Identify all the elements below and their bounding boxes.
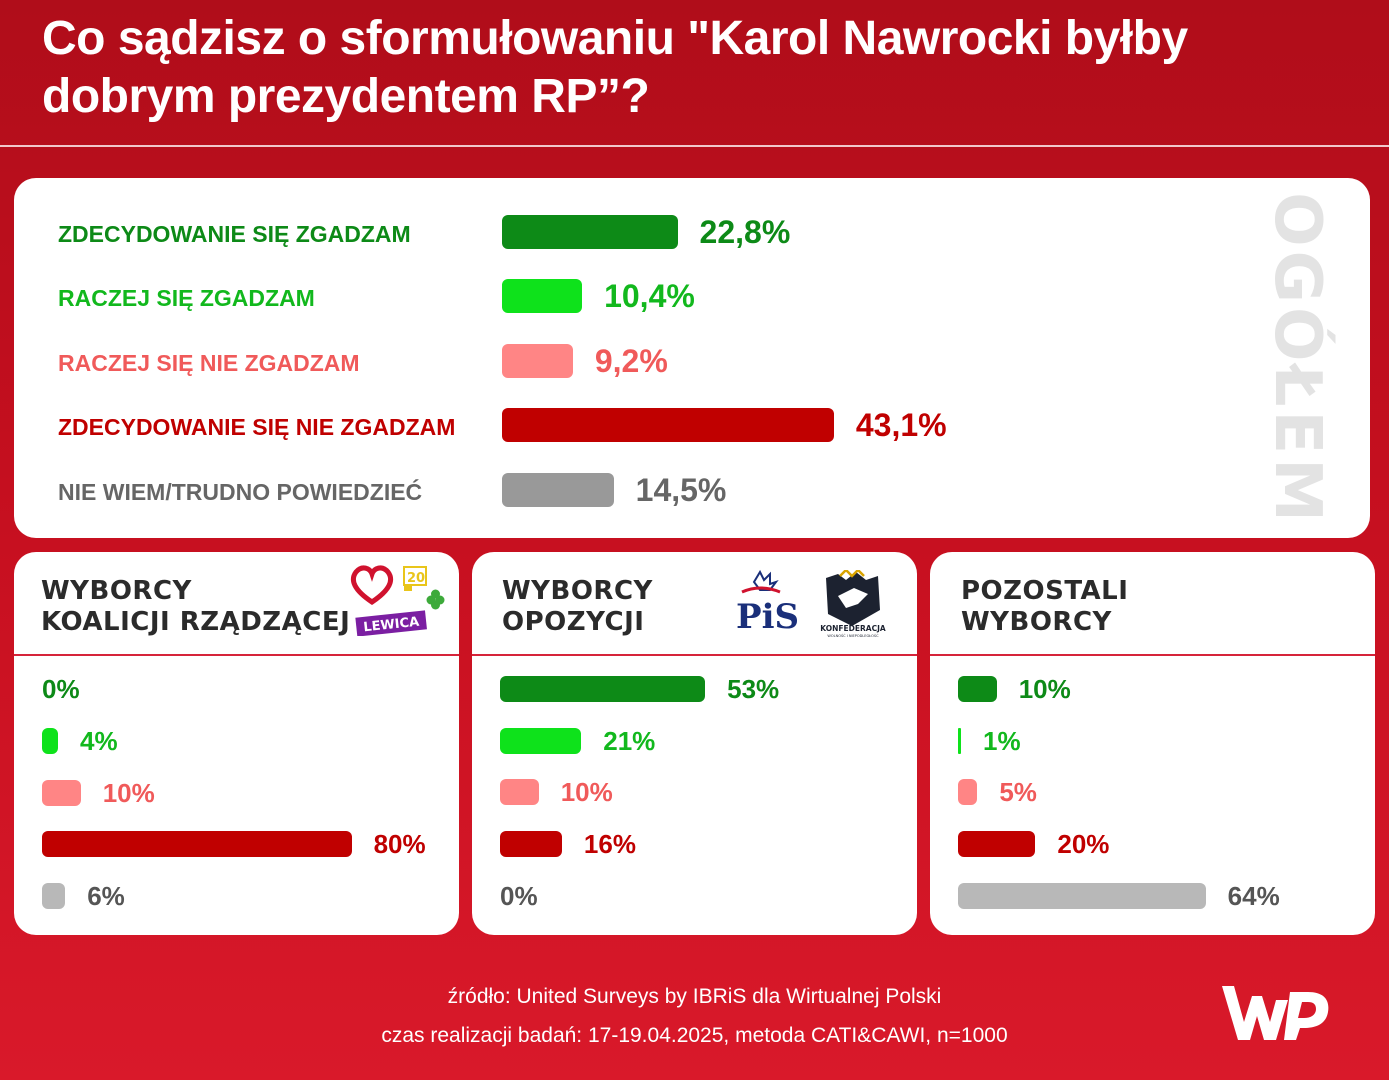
group-row: 16%: [472, 828, 917, 860]
badge-20-text: 20: [407, 571, 425, 586]
group-divider: [472, 654, 917, 656]
group-value-label: 53%: [727, 674, 780, 704]
overall-bar: [502, 344, 573, 378]
footer-method: czas realizacji badań: 17-19.04.2025, me…: [381, 1024, 1008, 1047]
group-title-line2: KOALICJI RZĄDZĄCEJ: [41, 607, 351, 637]
group-title-line1: WYBORCY: [502, 576, 653, 606]
group-row: 64%: [930, 880, 1375, 912]
overall-category-label: ZDECYDOWANIE SIĘ ZGADZAM: [58, 221, 411, 247]
group-value-label: 10%: [1018, 674, 1071, 704]
group-row: 53%: [472, 673, 917, 705]
group-bar: [42, 831, 352, 857]
overall-value-label: 9,2%: [594, 343, 668, 379]
group-bar: [42, 780, 81, 806]
group-card-koalicja: WYBORCY KOALICJI RZĄDZĄCEJ 20 LEWICA 0% …: [14, 552, 459, 935]
overall-bar: [502, 215, 678, 249]
group-bar: [958, 779, 978, 805]
overall-category-label: NIE WIEM/TRUDNO POWIEDZIEĆ: [58, 479, 423, 505]
group-bar: [500, 831, 562, 857]
group-row: 10%: [930, 673, 1375, 705]
lewica-logo-text: LEWICA: [363, 615, 420, 636]
group-row: 10%: [14, 777, 459, 809]
page-title: Co sądzisz o sformułowaniu "Karol Nawroc…: [42, 12, 1188, 123]
pis-logo-text: PiS: [736, 597, 798, 634]
group-row: 10%: [472, 776, 917, 808]
heart-logo-icon: 20 LEWICA: [350, 565, 445, 637]
group-title-line1: POZOSTALI: [961, 576, 1129, 606]
group-divider: [930, 654, 1375, 656]
group-row: 5%: [930, 776, 1375, 808]
group-card-pozostali: POZOSTALI WYBORCY 10% 1% 5% 20% 64%: [930, 552, 1375, 935]
group-title: POZOSTALI WYBORCY: [961, 576, 1128, 638]
group-bar: [958, 883, 1206, 909]
group-value-label: 0%: [42, 674, 80, 704]
group-bar: [42, 883, 66, 909]
group-divider: [14, 654, 459, 656]
overall-row-strongly-agree: ZDECYDOWANIE SIĘ ZGADZAM 22,8%: [14, 213, 1370, 253]
group-row: 21%: [472, 725, 917, 757]
konfederacja-logo: KONFEDERACJA WOLNOŚĆ I NIEPODLEGŁOŚĆ: [818, 568, 888, 638]
pis-logo: PiS: [730, 568, 799, 637]
group-card-opozycja: WYBORCY OPOZYCJI PiS KONFEDERACJA WOLNOŚ…: [472, 552, 917, 935]
pis-eagle-icon: PiS: [736, 569, 799, 637]
overall-bar: [502, 408, 834, 442]
group-row: 0%: [14, 673, 459, 705]
group-value-label: 10%: [560, 777, 613, 807]
group-value-label: 20%: [1057, 829, 1110, 859]
group-bar: [42, 728, 58, 754]
group-bar: [958, 676, 997, 702]
group-value-label: 0%: [500, 881, 538, 911]
group-title-line2: OPOZYCJI: [502, 607, 645, 637]
group-title: WYBORCY KOALICJI RZĄDZĄCEJ: [41, 576, 350, 638]
overall-side-label: OGÓŁEM: [1260, 192, 1334, 526]
group-row: 0%: [472, 880, 917, 912]
konfederacja-icon: KONFEDERACJA WOLNOŚĆ I NIEPODLEGŁOŚĆ: [820, 568, 886, 638]
footer-source: źródło: United Surveys by IBRiS dla Wirt…: [447, 985, 942, 1008]
group-value-label: 21%: [603, 726, 656, 756]
overall-category-label: RACZEJ SIĘ ZGADZAM: [58, 285, 315, 311]
group-row: 20%: [930, 828, 1375, 860]
group-value-label: 10%: [102, 778, 155, 808]
overall-chart-card: ZDECYDOWANIE SIĘ ZGADZAM 22,8% RACZEJ SI…: [14, 178, 1370, 538]
group-row: 4%: [14, 725, 459, 757]
overall-value-label: 22,8%: [699, 214, 791, 250]
group-value-label: 5%: [999, 777, 1037, 807]
overall-value-label: 14,5%: [635, 472, 727, 508]
title-divider: [0, 145, 1389, 147]
overall-category-label: RACZEJ SIĘ NIE ZGADZAM: [58, 350, 360, 376]
group-value-label: 1%: [983, 726, 1021, 756]
overall-value-label: 43,1%: [855, 407, 947, 443]
overall-value-label: 10,4%: [604, 278, 695, 314]
overall-row-dont-know: NIE WIEM/TRUDNO POWIEDZIEĆ 14,5%: [14, 471, 1370, 511]
coalition-logos: 20 LEWICA: [348, 564, 448, 637]
overall-bar: [502, 279, 583, 313]
group-title-line2: WYBORCY: [961, 607, 1112, 637]
group-bar: [958, 728, 961, 754]
overall-row-rather-agree: RACZEJ SIĘ ZGADZAM 10,4%: [14, 277, 1370, 317]
group-title: WYBORCY OPOZYCJI: [502, 576, 653, 638]
overall-category-label: ZDECYDOWANIE SIĘ NIE ZGADZAM: [58, 414, 456, 440]
overall-side-text: OGÓŁEM: [1260, 192, 1334, 526]
overall-bar: [502, 473, 614, 507]
group-bar: [958, 831, 1036, 857]
konfederacja-logo-subtext: WOLNOŚĆ I NIEPODLEGŁOŚĆ: [827, 633, 879, 638]
group-value-label: 80%: [373, 829, 426, 859]
group-value-label: 4%: [80, 726, 118, 756]
group-value-label: 64%: [1227, 881, 1280, 911]
overall-row-rather-disagree: RACZEJ SIĘ NIE ZGADZAM 9,2%: [14, 342, 1370, 382]
group-bar: [500, 779, 539, 805]
group-title-line1: WYBORCY: [41, 576, 192, 606]
group-row: 6%: [14, 880, 459, 912]
wp-logo-icon: [1222, 986, 1329, 1040]
group-bar: [500, 676, 706, 702]
group-row: 1%: [930, 725, 1375, 757]
group-value-label: 6%: [87, 881, 125, 911]
overall-row-strongly-disagree: ZDECYDOWANIE SIĘ NIE ZGADZAM 43,1%: [14, 406, 1370, 446]
group-row: 80%: [14, 828, 459, 860]
group-value-label: 16%: [583, 829, 636, 859]
group-bar: [500, 728, 582, 754]
konfederacja-logo-text: KONFEDERACJA: [820, 624, 886, 633]
